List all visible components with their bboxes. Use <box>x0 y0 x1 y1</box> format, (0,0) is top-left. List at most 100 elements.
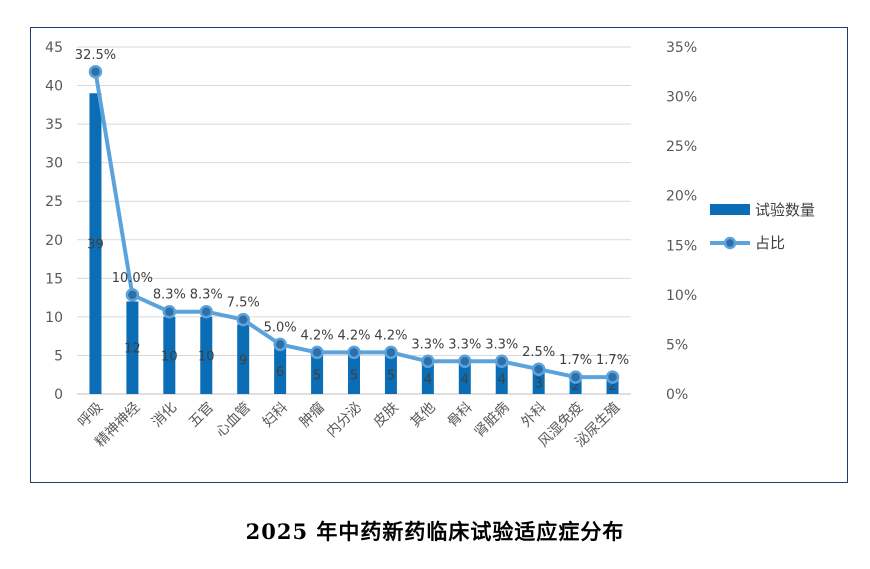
share-value-label: 3.3% <box>448 337 481 352</box>
right-axis: 0% 5% 10% 15% 20% 25% 30% 35% <box>666 40 697 403</box>
legend-line-label: 占比 <box>755 234 785 252</box>
category-label: 皮肤 <box>371 400 402 431</box>
share-point-5 <box>236 312 250 327</box>
share-point-4 <box>199 304 214 319</box>
bar-value-label: 9 <box>239 353 247 368</box>
bar-9 <box>384 355 397 394</box>
bar-5 <box>237 324 250 394</box>
bar-value-label: 6 <box>276 365 284 380</box>
bar-value-label: 39 <box>87 238 104 253</box>
share-point-2 <box>125 288 140 302</box>
bar-13 <box>532 370 545 394</box>
right-axis-tick-label: 20% <box>666 189 697 205</box>
bar-1 <box>89 93 102 395</box>
left-axis-tick-label: 20 <box>45 233 63 249</box>
share-value-label: 1.7% <box>596 353 629 368</box>
category-label: 妇科 <box>259 399 291 431</box>
category-label: 五官 <box>186 400 217 431</box>
bar-6 <box>274 347 287 394</box>
category-label: 肾脏病 <box>472 400 513 441</box>
right-axis-tick-label: 0% <box>666 387 688 403</box>
right-axis-tick-label: 10% <box>666 288 697 304</box>
bar-value-label: 5 <box>313 369 321 384</box>
share-point-11 <box>458 354 472 369</box>
share-point-12 <box>494 354 509 369</box>
bar-value-label: 4 <box>461 373 469 388</box>
share-point-13 <box>531 362 546 376</box>
right-axis-tick-label: 30% <box>666 90 697 106</box>
share-value-label: 4.2% <box>337 328 370 343</box>
share-value-labels: 32.5%10.0%8.3% 8.3%7.5%5.0%4.2% 4.2% 4.2%3.… <box>75 48 629 368</box>
share-point-14 <box>568 370 583 384</box>
left-axis-tick-label: 0 <box>54 387 63 403</box>
legend: 试验数量 占比 <box>710 201 815 252</box>
share-line <box>88 65 620 384</box>
bar-value-label: 3 <box>535 376 543 391</box>
left-axis-tick-label: 30 <box>45 156 63 172</box>
bar-value-label: 5 <box>387 369 395 384</box>
share-value-label: 3.3% <box>485 337 518 352</box>
share-point-8 <box>347 345 361 360</box>
share-point-6 <box>273 337 287 352</box>
left-axis-tick-label: 45 <box>45 40 63 56</box>
share-point-9 <box>384 345 398 360</box>
share-value-label: 2.5% <box>522 345 555 360</box>
bar-value-label: 2 <box>571 379 579 394</box>
bar-value-label: 12 <box>124 342 141 357</box>
bar-12 <box>495 363 508 394</box>
category-label: 呼吸 <box>75 400 106 431</box>
right-axis-tick-label: 5% <box>666 337 688 353</box>
chart-caption: 2025 年中药新药临床试验适应症分布 <box>245 519 625 544</box>
share-value-label: 4.2% <box>374 328 407 343</box>
left-axis-tick-label: 15 <box>45 271 63 287</box>
bar-11 <box>458 363 471 394</box>
bar-value-label: 10 <box>161 349 178 364</box>
chart-frame: 0 5 10 15 20 25 30 35 40 45 0% 5% 10% 15% 20% 25% 30% 35… <box>30 27 848 483</box>
category-label: 外科 <box>518 400 549 431</box>
share-value-label: 8.3% <box>190 288 223 303</box>
bar-value-label: 4 <box>498 373 506 388</box>
share-value-label: 10.0% <box>112 271 153 286</box>
share-value-label: 1.7% <box>559 353 592 368</box>
bar-value-label: 4 <box>424 373 432 388</box>
legend-bar-label: 试验数量 <box>755 201 815 219</box>
left-axis-tick-label: 25 <box>45 194 63 210</box>
left-axis-tick-label: 35 <box>45 117 63 133</box>
share-value-label: 3.3% <box>411 337 444 352</box>
bar-8 <box>348 355 360 394</box>
bars <box>89 93 619 395</box>
bar-4 <box>200 316 213 394</box>
category-label: 消化 <box>149 400 180 431</box>
category-label: 内分泌 <box>324 400 365 441</box>
share-value-label: 32.5% <box>75 48 116 63</box>
category-label: 心血管 <box>213 400 254 441</box>
bar-value-labels: 39 12 10 10 9 6 5 5 5 4 4 4 3 2 2 <box>87 238 616 394</box>
share-value-label: 4.2% <box>301 328 334 343</box>
legend-bar-swatch <box>710 204 750 215</box>
bar-value-label: 10 <box>198 349 215 364</box>
category-label: 肿瘤 <box>296 399 328 431</box>
left-axis-tick-label: 5 <box>54 348 63 364</box>
share-point-10 <box>421 354 435 369</box>
share-point-1 <box>88 65 103 79</box>
bar-value-label: 5 <box>350 369 358 384</box>
share-point-7 <box>310 345 324 360</box>
right-axis-tick-label: 25% <box>666 139 697 155</box>
share-value-label: 8.3% <box>153 288 186 303</box>
bar-3 <box>163 316 176 394</box>
category-label: 骨科 <box>445 400 476 431</box>
category-label: 其他 <box>408 400 439 431</box>
legend-line-marker <box>723 236 737 250</box>
left-axis: 0 5 10 15 20 25 30 35 40 45 <box>45 40 63 403</box>
share-point-3 <box>162 304 177 319</box>
share-value-label: 7.5% <box>227 296 260 311</box>
bar-7 <box>311 355 324 394</box>
right-axis-tick-label: 35% <box>666 40 697 56</box>
left-axis-tick-label: 10 <box>45 310 63 326</box>
bar-value-label: 2 <box>608 379 616 394</box>
bar-10 <box>421 363 434 394</box>
share-value-label: 5.0% <box>264 320 297 335</box>
left-axis-tick-label: 40 <box>45 79 63 95</box>
